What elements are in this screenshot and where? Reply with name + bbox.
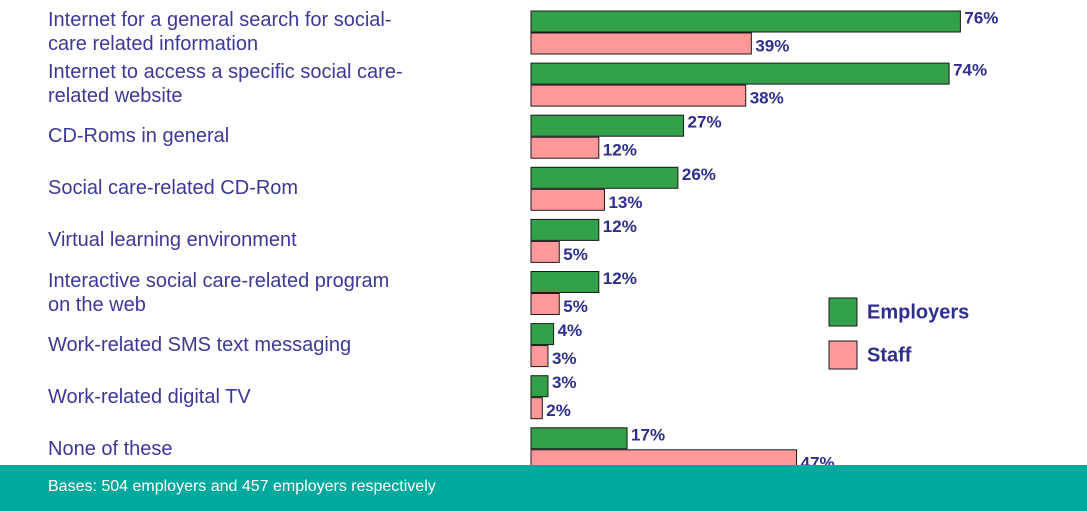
- category-label: Social care-related CD-Rom: [48, 177, 299, 200]
- legend-swatch: [828, 297, 858, 327]
- value-label: 74%: [953, 61, 987, 80]
- value-label: 3%: [552, 349, 577, 368]
- bar: [530, 293, 560, 315]
- category-label: CD-Roms in general: [48, 125, 230, 148]
- value-label: 39%: [755, 36, 789, 55]
- bar: [530, 271, 600, 293]
- bar: [530, 397, 543, 420]
- legend-label: Staff: [867, 344, 912, 366]
- category-label: Internet to access a specific social car…: [48, 61, 403, 108]
- bar: [530, 345, 549, 368]
- legend-swatch: [828, 340, 858, 370]
- bar: [530, 62, 950, 85]
- value-label: 3%: [552, 373, 577, 392]
- value-label: 4%: [558, 321, 583, 340]
- category-label: Interactive social care-related program …: [48, 269, 390, 316]
- bar: [530, 32, 752, 55]
- chart: 76% 39% 74% 38% 27% 12% 26% 13% 12% 5% 12% 5% 4% 3% 3%…: [530, 8, 998, 465]
- bar: [530, 427, 628, 450]
- value-label: 26%: [682, 165, 716, 184]
- value-label: 12%: [603, 141, 637, 160]
- category-label: Work-related digital TV: [48, 385, 251, 408]
- value-label: 76%: [964, 8, 998, 27]
- category-label: Work-related SMS text messaging: [48, 333, 352, 356]
- value-label: 38%: [750, 89, 784, 108]
- value-label: 2%: [546, 401, 571, 420]
- bar: [530, 166, 679, 189]
- bar: [530, 323, 555, 346]
- bar: [530, 375, 549, 398]
- category-label: Internet for a general search for social…: [48, 9, 392, 55]
- value-label: 12%: [603, 269, 637, 288]
- value-label: 5%: [563, 245, 588, 264]
- value-label: 47%: [801, 453, 835, 465]
- category-label: None of these: [48, 437, 173, 460]
- value-label: 27%: [688, 113, 722, 132]
- bar: [530, 10, 961, 33]
- footnote: Bases: 504 employers and 457 employers r…: [48, 478, 436, 495]
- bar: [530, 84, 747, 107]
- bar: [530, 136, 600, 159]
- value-label: 17%: [631, 425, 665, 444]
- legend-label: Employers: [867, 301, 969, 323]
- value-label: 5%: [563, 297, 588, 316]
- bar: [530, 240, 560, 263]
- bar: [530, 218, 600, 241]
- value-label: 13%: [608, 193, 642, 212]
- footer-band: Bases: 504 employers and 457 employers r…: [0, 465, 1087, 511]
- value-label: 12%: [603, 217, 637, 236]
- category-label: Virtual learning environment: [48, 229, 297, 252]
- bar: [530, 114, 685, 137]
- bar: [530, 449, 798, 465]
- bar: [530, 188, 605, 211]
